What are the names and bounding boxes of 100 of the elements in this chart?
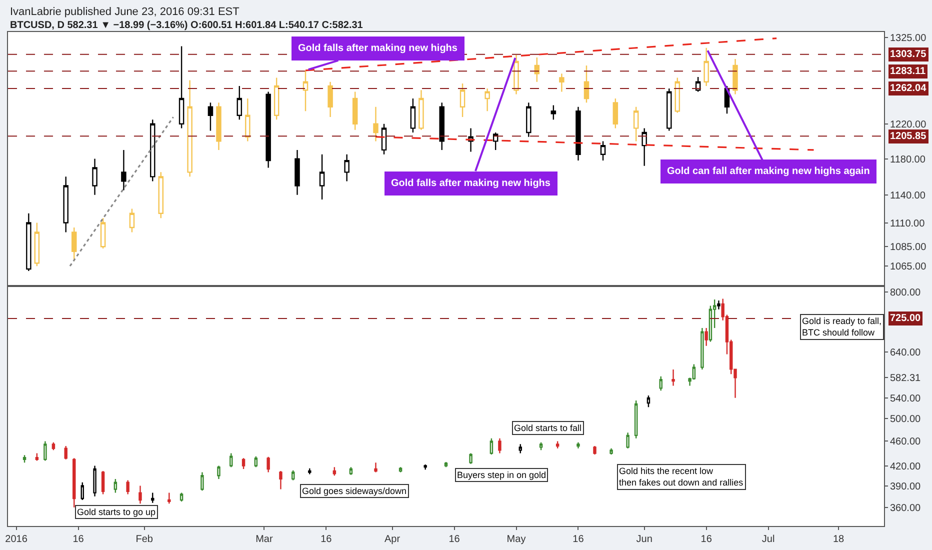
candlestick bbox=[114, 478, 118, 494]
y-tick-label: 420.00 bbox=[890, 461, 922, 472]
candlestick bbox=[80, 482, 84, 501]
candlestick bbox=[168, 492, 171, 504]
candlestick bbox=[666, 88, 672, 132]
ref-line-label: 1303.75 bbox=[890, 49, 927, 60]
candlestick bbox=[612, 98, 618, 129]
candlestick bbox=[626, 432, 630, 449]
candlestick bbox=[266, 456, 270, 473]
y-tick-label: 1325.00 bbox=[890, 33, 927, 44]
candlestick bbox=[178, 46, 184, 129]
ref-line-label: 1262.04 bbox=[890, 83, 927, 94]
candlestick bbox=[44, 440, 47, 462]
candlestick bbox=[410, 98, 416, 134]
candlestick bbox=[556, 440, 560, 449]
x-tick-label: 18 bbox=[832, 534, 845, 545]
candlestick bbox=[444, 461, 448, 468]
candlestick bbox=[514, 54, 519, 95]
candlestick bbox=[484, 88, 490, 112]
candlestick bbox=[319, 154, 325, 200]
ref-line-label: 1283.11 bbox=[890, 66, 926, 77]
ref-line-label: 725.00 bbox=[890, 313, 922, 324]
candlestick bbox=[576, 106, 581, 162]
annotation: Gold can fall after making new highs again bbox=[667, 166, 870, 177]
candlestick bbox=[550, 104, 556, 120]
x-tick-label: May bbox=[506, 534, 526, 545]
candlestick bbox=[230, 452, 233, 468]
candlestick bbox=[236, 85, 242, 120]
candlestick bbox=[439, 102, 444, 151]
y-tick-label: 500.00 bbox=[890, 414, 922, 426]
candlestick bbox=[266, 91, 271, 168]
annotation: Gold goes sideways/down bbox=[302, 486, 407, 496]
candlestick bbox=[526, 102, 532, 138]
annotation: Buyers step in on gold bbox=[457, 470, 546, 480]
candlestick bbox=[576, 442, 580, 449]
candlestick bbox=[344, 154, 350, 182]
annotation: Gold falls after making new highs bbox=[391, 178, 551, 189]
candlestick bbox=[498, 438, 502, 454]
candlestick bbox=[129, 208, 135, 233]
candlestick bbox=[593, 445, 596, 456]
candlestick bbox=[633, 106, 639, 142]
candlestick bbox=[398, 466, 402, 473]
candlestick bbox=[92, 158, 98, 196]
candlestick bbox=[187, 80, 192, 178]
candlestick bbox=[216, 102, 222, 151]
candlestick bbox=[274, 77, 280, 120]
candlestick bbox=[518, 444, 522, 454]
candlestick bbox=[292, 470, 295, 481]
annotation: Gold falls after making new highs bbox=[298, 43, 458, 54]
candlestick bbox=[254, 456, 258, 468]
candlestick bbox=[732, 58, 738, 95]
candlestick bbox=[200, 472, 204, 492]
x-tick-label: Jul bbox=[762, 534, 775, 545]
x-tick-label: Jun bbox=[636, 534, 652, 545]
y-tick-label: 1180.00 bbox=[890, 154, 926, 166]
x-tick-label: 16 bbox=[700, 534, 712, 545]
candlestick bbox=[674, 77, 680, 114]
candlestick bbox=[659, 376, 662, 392]
x-tick-label: 16 bbox=[572, 534, 584, 545]
y-tick-label: 1085.00 bbox=[890, 242, 927, 254]
annotation: Gold starts to fall bbox=[514, 423, 582, 433]
candlestick bbox=[490, 438, 494, 456]
candlestick bbox=[646, 394, 650, 408]
candlestick bbox=[35, 452, 39, 462]
y-tick-label: 390.00 bbox=[890, 481, 922, 492]
candlestick bbox=[101, 470, 105, 495]
x-tick-label: Mar bbox=[256, 534, 274, 545]
candlestick bbox=[308, 468, 312, 475]
candlestick bbox=[158, 172, 164, 219]
candlestick bbox=[100, 217, 106, 250]
candlestick bbox=[279, 470, 282, 490]
chart-subtitle: BTCUSD, D 582.31 ▼ −18.99 (−3.16%) O:600.51 H:601.84 L:540.17 C:582.31 bbox=[10, 20, 364, 31]
candlestick bbox=[121, 149, 126, 191]
candlestick bbox=[294, 149, 300, 196]
candlestick bbox=[151, 492, 154, 504]
annotation: Gold starts to go up bbox=[77, 507, 156, 517]
x-tick-label: 16 bbox=[72, 534, 84, 545]
y-tick-label: 540.00 bbox=[890, 393, 922, 404]
candlestick bbox=[374, 462, 378, 473]
candlestick bbox=[700, 327, 704, 370]
candlestick bbox=[642, 128, 647, 166]
candlestick bbox=[150, 119, 156, 182]
x-tick-label: 16 bbox=[448, 534, 460, 545]
candlestick bbox=[34, 222, 40, 267]
candlestick bbox=[381, 123, 387, 155]
y-tick-label: 360.00 bbox=[890, 502, 922, 514]
candlestick bbox=[352, 91, 358, 131]
candlestick bbox=[126, 480, 130, 495]
candlestick bbox=[138, 485, 142, 504]
y-tick-label: 1140.00 bbox=[890, 190, 926, 202]
candlestick bbox=[245, 98, 250, 142]
candlestick bbox=[64, 445, 68, 460]
candlestick bbox=[217, 465, 220, 480]
candlestick bbox=[71, 226, 77, 262]
candlestick bbox=[242, 458, 246, 470]
x-tick-label: Feb bbox=[136, 534, 154, 545]
y-tick-label: 800.00 bbox=[890, 287, 922, 298]
candlestick bbox=[328, 81, 333, 118]
y-tick-label: 460.00 bbox=[890, 436, 922, 448]
candlestick bbox=[704, 47, 709, 87]
